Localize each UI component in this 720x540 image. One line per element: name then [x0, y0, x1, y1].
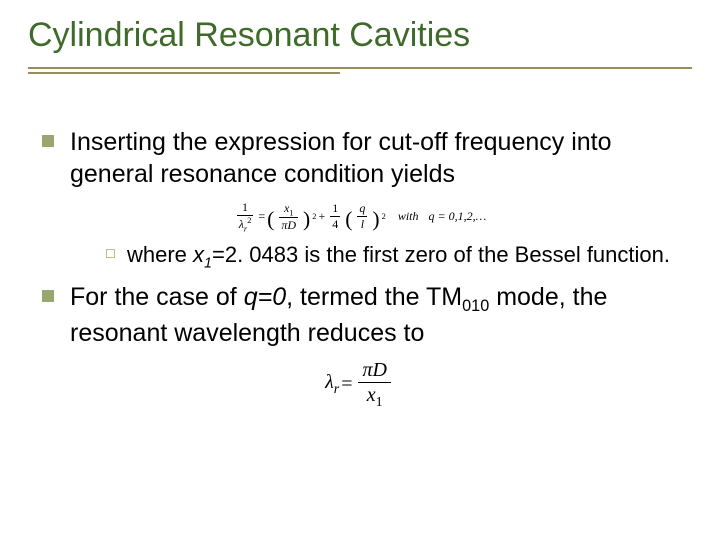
bullet-row: Inserting the expression for cut-off fre… [28, 126, 692, 190]
eq1-t1-sup: 2 [312, 212, 316, 221]
equation-1: 1 λr2 = ( x1 πD )2 + 1 4 ( [28, 198, 692, 233]
hollow-square-bullet-icon [106, 249, 115, 258]
sub-bullet-mid: =2. 0483 is the first zero of the Bessel… [212, 242, 670, 267]
eq2-lhs-sub: r [334, 382, 339, 397]
eq1-t2-sup: 2 [382, 212, 386, 221]
square-bullet-icon [42, 135, 54, 147]
eq1-with-values: q = 0,1,2,… [428, 209, 486, 224]
eq2-rhs-den-sym: x [367, 384, 376, 406]
bullet-text: For the case of q=0, termed the TM010 mo… [70, 281, 692, 349]
bullet3-mid: , termed the TM [286, 283, 462, 311]
sub-bullet-text: where x1=2. 0483 is the first zero of th… [127, 241, 670, 273]
eq2-rhs-den-sub: 1 [376, 395, 383, 410]
eq1-t2c-den: 4 [330, 217, 340, 232]
eq1-lhs-den-sup: 2 [247, 216, 251, 225]
title-rule-outer [28, 67, 692, 69]
slide-title: Cylindrical Resonant Cavities [28, 14, 692, 63]
eq1-t1-num-sub: 1 [289, 208, 293, 217]
eq1-equals: = [258, 209, 265, 224]
eq1-plus: + [318, 209, 325, 224]
eq1-t2-den: l [357, 217, 367, 232]
eq1-lhs-den-sub: r [244, 224, 247, 233]
eq1-t2-num: q [357, 201, 367, 217]
slide: Cylindrical Resonant Cavities Inserting … [0, 0, 720, 540]
eq1-t2c-num: 1 [330, 201, 340, 217]
bullet-text: Inserting the expression for cut-off fre… [70, 126, 692, 190]
sub-bullet-row: where x1=2. 0483 is the first zero of th… [28, 241, 692, 273]
equation-2: λr = πD x1 [28, 359, 692, 411]
square-bullet-icon [42, 290, 54, 302]
sub-bullet-var: x [193, 242, 204, 267]
bullet-row: For the case of q=0, termed the TM010 mo… [28, 281, 692, 349]
slide-body: Inserting the expression for cut-off fre… [28, 74, 692, 411]
sub-bullet-prefix: where [127, 242, 193, 267]
eq1-with-label: with [398, 209, 419, 224]
eq1-lhs-num: 1 [237, 200, 254, 216]
eq2-rhs-num: πD [358, 359, 390, 383]
bullet3-prefix: For the case of [70, 283, 244, 311]
eq1-t1-den: πD [279, 218, 298, 233]
bullet3-mode-sub: 010 [462, 297, 489, 315]
eq2-lhs-sym: λ [325, 371, 334, 393]
eq2-equals: = [341, 373, 352, 396]
sub-bullet-var-sub: 1 [204, 256, 212, 272]
bullet3-qexpr: q=0 [244, 283, 286, 311]
